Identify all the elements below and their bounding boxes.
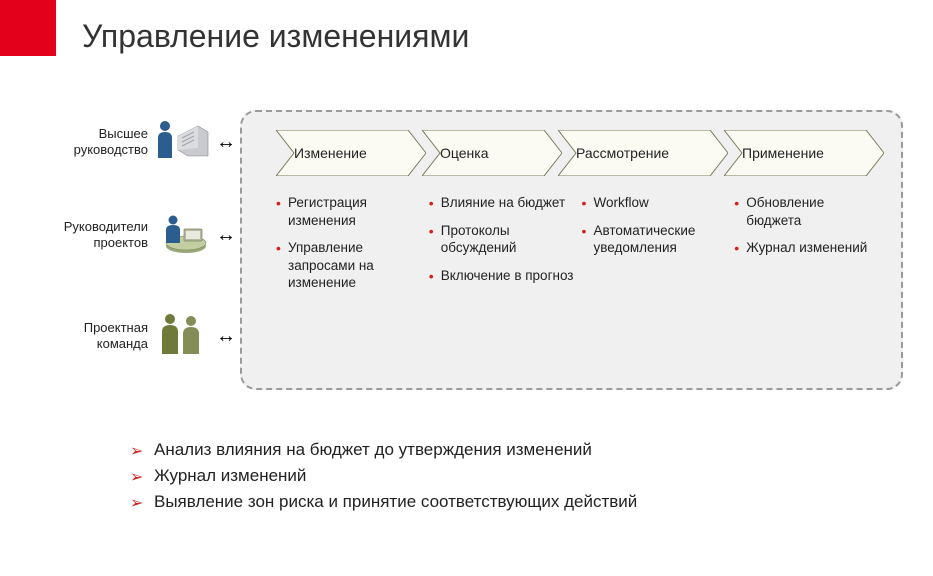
summary-item: Анализ влияния на бюджет до утверждения …	[130, 440, 637, 460]
process-step-label: Рассмотрение	[576, 145, 669, 161]
process-bullet: Влияние на бюджет	[429, 194, 574, 212]
role-label: Руководители проектов	[64, 219, 148, 250]
process-column: Workflow Автоматические уведомления	[582, 194, 735, 380]
process-bullet: Управление запросами на изменение	[276, 239, 421, 292]
role-row: Проектная команда ↔	[84, 310, 236, 361]
process-column: Влияние на бюджет Протоколы обсуждений Вкл…	[429, 194, 582, 380]
bidir-arrow-icon: ↔	[216, 135, 236, 149]
accent-block	[0, 0, 56, 56]
role-label: Проектная команда	[84, 320, 148, 351]
role-row: Руководители проектов ↔	[64, 210, 236, 259]
pm-icon	[154, 210, 210, 259]
process-bullet: Журнал изменений	[734, 239, 879, 257]
summary-item: Выявление зон риска и принятие соответст…	[130, 492, 637, 512]
role-row: Высшее руководство ↔	[74, 118, 236, 165]
role-label: Высшее руководство	[74, 126, 148, 157]
chevron-row: Изменение Оценка Рассмотрение Применение	[276, 130, 887, 180]
process-column: Обновление бюджета Журнал изменений	[734, 194, 887, 380]
columns: Регистрация изменения Управление запросам…	[276, 194, 887, 380]
summary-item: Журнал изменений	[130, 466, 637, 486]
executive-icon	[154, 118, 210, 165]
process-box: Изменение Оценка Рассмотрение Применение…	[240, 110, 903, 390]
process-bullet: Включение в прогноз	[429, 267, 574, 285]
process-step: Применение	[724, 130, 884, 176]
process-step: Оценка	[422, 130, 562, 176]
process-bullet: Автоматические уведомления	[582, 222, 727, 257]
process-step-label: Изменение	[294, 145, 367, 161]
summary-list: Анализ влияния на бюджет до утверждения …	[130, 440, 637, 518]
process-step: Изменение	[276, 130, 426, 176]
process-bullet: Регистрация изменения	[276, 194, 421, 229]
process-bullet: Обновление бюджета	[734, 194, 879, 229]
process-step-label: Применение	[742, 145, 824, 161]
team-icon	[154, 310, 210, 361]
process-bullet: Протоколы обсуждений	[429, 222, 574, 257]
process-step-label: Оценка	[440, 145, 489, 161]
bidir-arrow-icon: ↔	[216, 228, 236, 242]
diagram: Высшее руководство ↔Руководители проекто…	[30, 110, 903, 390]
process-column: Регистрация изменения Управление запросам…	[276, 194, 429, 380]
process-step: Рассмотрение	[558, 130, 728, 176]
page-title: Управление изменениями	[82, 18, 469, 55]
bidir-arrow-icon: ↔	[216, 329, 236, 343]
process-bullet: Workflow	[582, 194, 727, 212]
